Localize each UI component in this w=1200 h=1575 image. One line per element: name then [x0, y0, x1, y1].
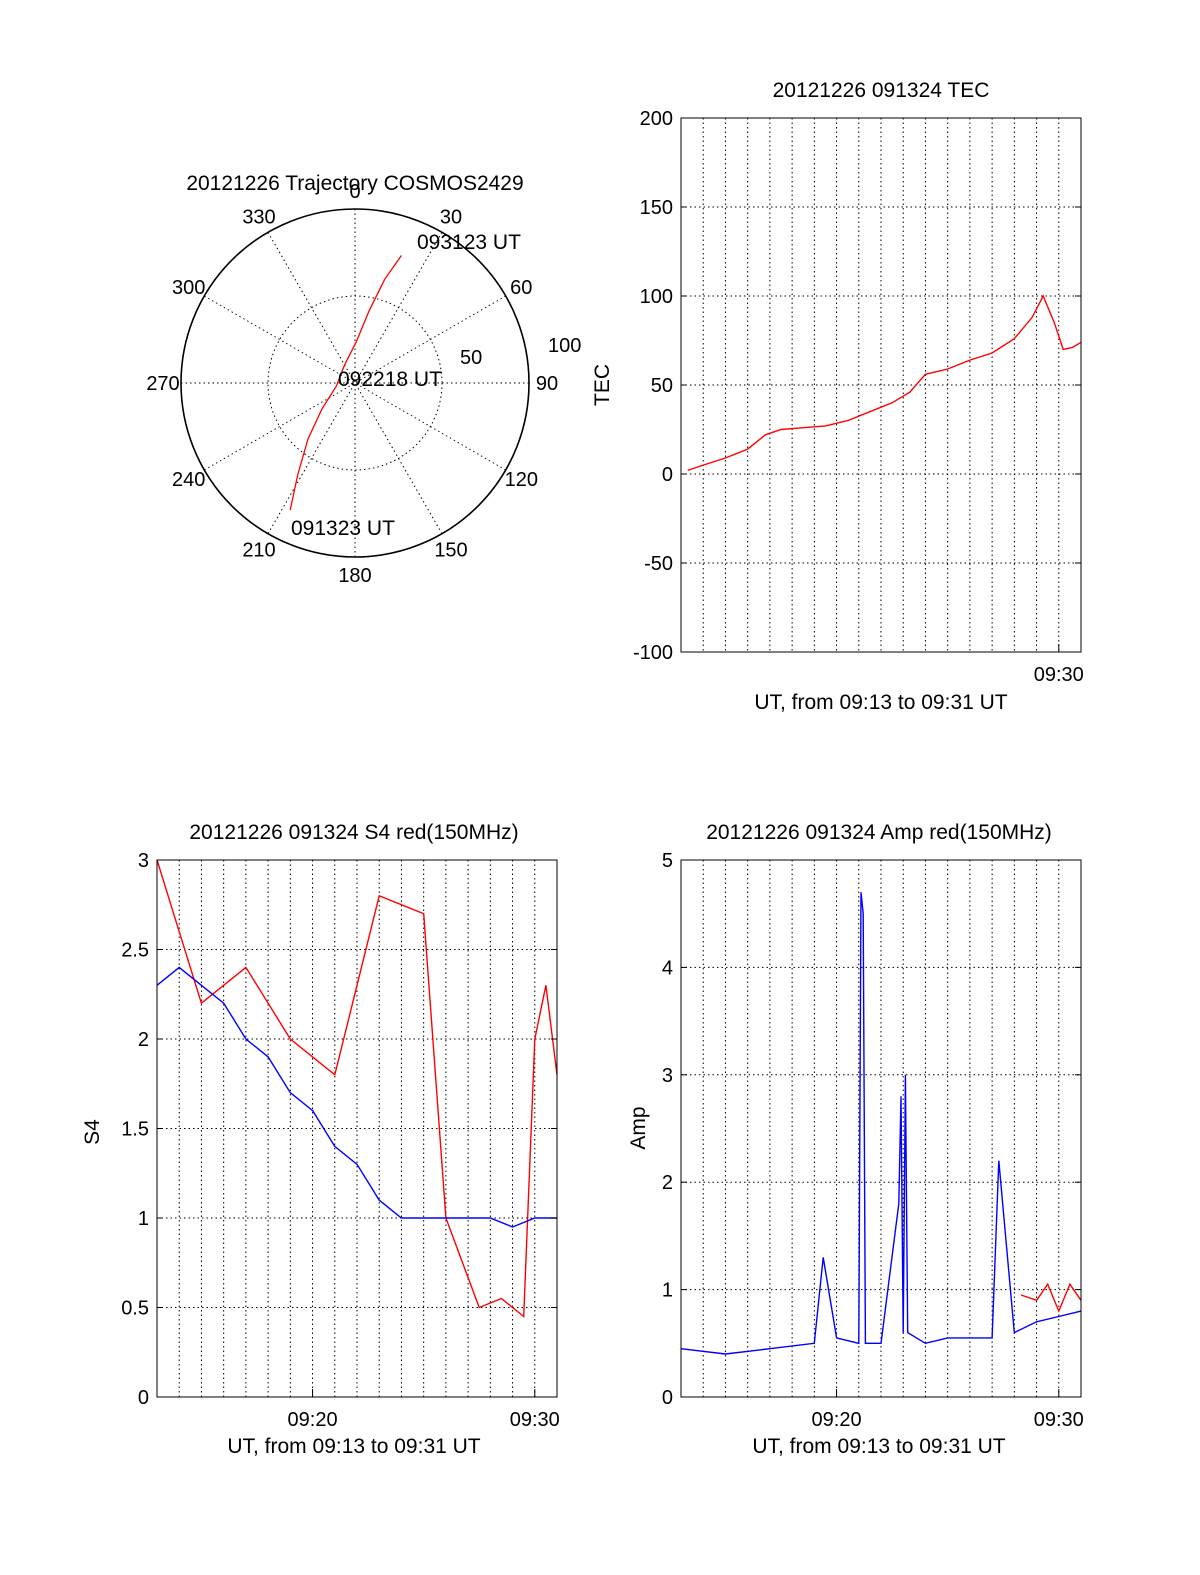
tec-series-line-0 — [687, 294, 1082, 472]
polar-azimuth-label-120: 120 — [505, 469, 538, 491]
s4-y-ticks: 0 0.5 1 1.5 2 2.5 3 — [121, 850, 557, 1409]
s4-ylabel: S4 — [81, 1119, 104, 1145]
polar-radial-label-100: 100 — [548, 335, 581, 357]
polar-azimuth-label-210: 210 — [242, 539, 275, 561]
polar-azimuth-label-270: 270 — [146, 373, 179, 395]
tec-ytick-label-3: 50 — [651, 375, 673, 397]
amp-ytick-label-4: 4 — [662, 957, 673, 979]
s4-ytick-label-2: 1 — [138, 1208, 149, 1230]
s4-ytick-label-6: 3 — [138, 850, 149, 872]
s4-xtick-label-0: 09:20 — [288, 1409, 338, 1431]
polar-azimuth-label-90: 90 — [536, 373, 558, 395]
amp-plot-frame — [680, 859, 1082, 1398]
polar-azimuth-label-300: 300 — [172, 277, 205, 299]
s4-series-line-0 — [156, 859, 558, 1318]
amp-ytick-label-1: 1 — [662, 1280, 673, 1302]
s4-xlabel: UT, from 09:13 to 09:31 UT — [227, 1435, 480, 1458]
tec-ytick-label-6: 200 — [640, 108, 673, 130]
amp-xtick-label-0: 09:20 — [812, 1409, 862, 1431]
polar-azimuth-label-180: 180 — [338, 565, 371, 587]
s4-series-line-1 — [156, 966, 557, 1228]
s4-ytick-label-4: 2 — [138, 1029, 149, 1051]
tec-xtick-label-0: 09:30 — [1034, 664, 1084, 686]
tec-grid — [681, 118, 1081, 652]
trajectory-start-label: 091323 UT — [291, 517, 395, 540]
polar-radial-label-50: 50 — [460, 347, 482, 369]
amp-ytick-label-2: 2 — [662, 1172, 673, 1194]
s4-series — [156, 859, 558, 1318]
trajectory-end-label: 093123 UT — [417, 231, 521, 254]
s4-ytick-label-5: 2.5 — [121, 940, 149, 962]
amp-series — [680, 892, 1082, 1355]
polar-azimuth-label-330: 330 — [242, 207, 275, 229]
tec-series — [687, 294, 1082, 472]
trajectory-track — [289, 255, 402, 511]
tec-title: 20121226 091324 TEC — [773, 79, 990, 102]
amp-title: 20121226 091324 Amp red(150MHz) — [706, 821, 1052, 844]
amp-series-line-1 — [1020, 1282, 1082, 1313]
tec-chart: 20121226 091324 TEC -100-50050100150200 … — [591, 79, 1084, 714]
s4-ytick-label-0: 0 — [138, 1387, 149, 1409]
tec-ytick-label-2: 0 — [662, 464, 673, 486]
tec-y-ticks: -100 -50 0 50 100 150 200 — [633, 108, 1081, 664]
amp-x-ticks: 09:20 09:30 — [812, 1389, 1084, 1431]
trajectory-mid-label: 092218 UT — [338, 368, 442, 391]
tec-xlabel: UT, from 09:13 to 09:31 UT — [754, 691, 1007, 714]
s4-xtick-label-1: 09:30 — [510, 1409, 560, 1431]
tec-ytick-label-4: 100 — [640, 286, 673, 308]
amp-chart: 20121226 091324 Amp red(150MHz) 0 1 2 3 4 5 0… — [627, 821, 1084, 1458]
tec-ytick-label-5: 150 — [640, 197, 673, 219]
tec-ytick-label-1: -50 — [644, 553, 673, 575]
s4-ytick-label-3: 1.5 — [121, 1119, 149, 1141]
amp-ytick-label-0: 0 — [662, 1387, 673, 1409]
polar-azimuth-label-240: 240 — [172, 469, 205, 491]
s4-chart: 20121226 091324 S4 red(150MHz) 0 0.5 1 1.5 2… — [81, 821, 560, 1458]
s4-grid — [157, 860, 557, 1397]
amp-ylabel: Amp — [627, 1106, 650, 1149]
amp-y-ticks: 0 1 2 3 4 5 — [662, 850, 1081, 1409]
s4-title: 20121226 091324 S4 red(150MHz) — [189, 821, 518, 844]
tec-ytick-label-0: -100 — [633, 642, 673, 664]
trajectory-title: 20121226 Trajectory COSMOS2429 — [186, 172, 523, 195]
polar-azimuth-label-0: 0 — [349, 181, 360, 203]
polar-azimuth-label-150: 150 — [434, 539, 467, 561]
polar-azimuth-label-30: 30 — [440, 207, 462, 229]
s4-ytick-label-1: 0.5 — [121, 1298, 149, 1320]
amp-xlabel: UT, from 09:13 to 09:31 UT — [752, 1435, 1005, 1458]
amp-ytick-label-5: 5 — [662, 850, 673, 872]
amp-xtick-label-1: 09:30 — [1034, 1409, 1084, 1431]
s4-x-ticks: 09:20 09:30 — [288, 1389, 560, 1431]
amp-grid — [681, 860, 1081, 1397]
polar-azimuth-label-60: 60 — [510, 277, 532, 299]
amp-ytick-label-3: 3 — [662, 1065, 673, 1087]
polar-azimuth-labels: 0 30 60 90 120 150 180 210 240 270 300 330 — [146, 181, 558, 587]
amp-series-line-0 — [680, 892, 1082, 1355]
trajectory-chart: 20121226 Trajectory COSMOS2429 0 30 60 90 12… — [146, 172, 581, 587]
tec-x-ticks: 09:30 — [1034, 644, 1084, 686]
tec-ylabel: TEC — [591, 364, 614, 406]
